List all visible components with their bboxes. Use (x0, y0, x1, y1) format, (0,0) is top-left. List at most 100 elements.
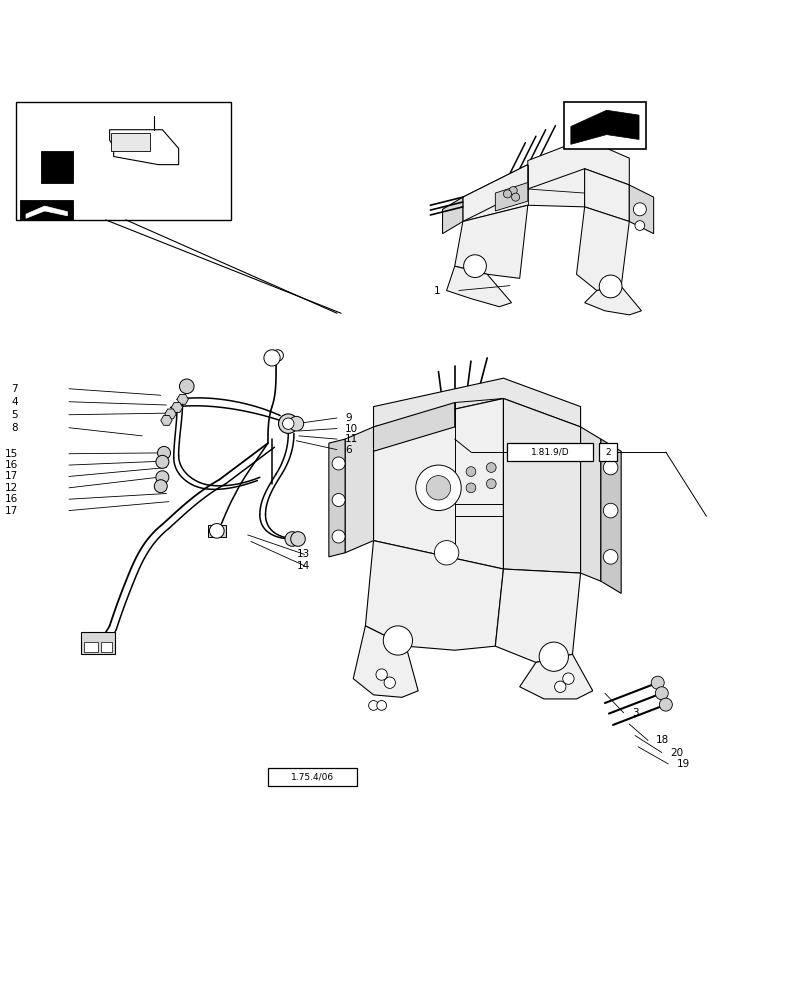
Text: 15: 15 (5, 449, 18, 459)
Text: 2: 2 (605, 448, 610, 457)
Text: 18: 18 (655, 735, 668, 745)
Bar (564, 102, 645, 149)
Circle shape (603, 550, 617, 564)
Text: 3: 3 (631, 708, 637, 718)
Polygon shape (365, 541, 503, 650)
Circle shape (659, 698, 672, 711)
Text: 17: 17 (5, 506, 18, 516)
Circle shape (384, 677, 395, 688)
Polygon shape (629, 185, 653, 234)
Circle shape (539, 642, 568, 671)
Bar (599, 443, 616, 461)
Circle shape (285, 532, 299, 546)
Circle shape (486, 463, 496, 472)
Bar (84, 642, 98, 652)
Circle shape (466, 467, 475, 476)
Bar (507, 443, 592, 461)
Circle shape (157, 446, 170, 459)
Circle shape (633, 203, 646, 216)
Circle shape (650, 676, 663, 689)
Circle shape (634, 221, 644, 230)
Text: 19: 19 (676, 759, 689, 769)
Bar (81, 632, 115, 654)
Circle shape (503, 190, 511, 198)
Circle shape (332, 494, 345, 506)
Text: 5: 5 (11, 410, 18, 420)
Circle shape (554, 681, 565, 692)
Circle shape (290, 532, 305, 546)
Polygon shape (462, 165, 527, 221)
Bar (101, 642, 112, 652)
Circle shape (375, 669, 387, 680)
Polygon shape (353, 626, 418, 697)
Circle shape (289, 416, 303, 431)
Text: 10: 10 (345, 424, 358, 434)
Text: 1.81.9/D: 1.81.9/D (530, 448, 569, 457)
Text: 11: 11 (345, 434, 358, 444)
Circle shape (156, 455, 169, 468)
Polygon shape (165, 409, 176, 419)
Polygon shape (373, 398, 503, 569)
Circle shape (376, 701, 386, 710)
Bar (16, 102, 231, 220)
Polygon shape (527, 139, 629, 189)
Polygon shape (576, 207, 629, 291)
Polygon shape (584, 169, 629, 221)
Polygon shape (373, 378, 580, 427)
Text: 8: 8 (11, 423, 18, 433)
Circle shape (415, 465, 461, 511)
Polygon shape (462, 165, 584, 221)
Text: 4: 4 (11, 397, 18, 407)
Circle shape (654, 687, 667, 700)
Polygon shape (495, 183, 527, 211)
Text: 16: 16 (5, 460, 18, 470)
Polygon shape (373, 403, 454, 451)
Circle shape (603, 460, 617, 475)
Circle shape (272, 350, 283, 361)
Polygon shape (503, 398, 580, 573)
Text: 1: 1 (434, 286, 440, 296)
Circle shape (562, 673, 573, 684)
Circle shape (603, 503, 617, 518)
Bar (208, 525, 225, 537)
Circle shape (156, 471, 169, 484)
Circle shape (511, 193, 519, 201)
Polygon shape (454, 205, 527, 278)
Polygon shape (495, 569, 580, 662)
Circle shape (368, 701, 378, 710)
Circle shape (463, 255, 486, 278)
Text: 14: 14 (296, 561, 309, 571)
Polygon shape (580, 427, 600, 581)
Bar (41, 151, 73, 183)
Text: 17: 17 (5, 471, 18, 481)
Bar (111, 133, 150, 151)
Text: 6: 6 (345, 445, 351, 455)
Polygon shape (177, 394, 188, 404)
Text: 20: 20 (669, 748, 682, 758)
Text: 7: 7 (11, 384, 18, 394)
Text: 9: 9 (345, 413, 351, 423)
Circle shape (466, 483, 475, 493)
Text: 16: 16 (5, 494, 18, 504)
Polygon shape (600, 439, 620, 593)
Polygon shape (584, 286, 641, 315)
Circle shape (508, 187, 517, 195)
Polygon shape (171, 403, 182, 412)
Circle shape (179, 379, 194, 394)
Polygon shape (570, 110, 638, 144)
Circle shape (383, 626, 412, 655)
Polygon shape (442, 197, 462, 234)
Polygon shape (345, 427, 373, 553)
Circle shape (599, 275, 621, 298)
Polygon shape (26, 206, 67, 218)
Circle shape (332, 530, 345, 543)
Circle shape (332, 457, 345, 470)
Polygon shape (328, 439, 345, 557)
Circle shape (426, 476, 450, 500)
Bar (20, 200, 73, 220)
Polygon shape (446, 266, 511, 307)
Circle shape (266, 352, 277, 364)
Text: 12: 12 (5, 483, 18, 493)
Bar (268, 768, 357, 786)
Circle shape (278, 414, 298, 433)
